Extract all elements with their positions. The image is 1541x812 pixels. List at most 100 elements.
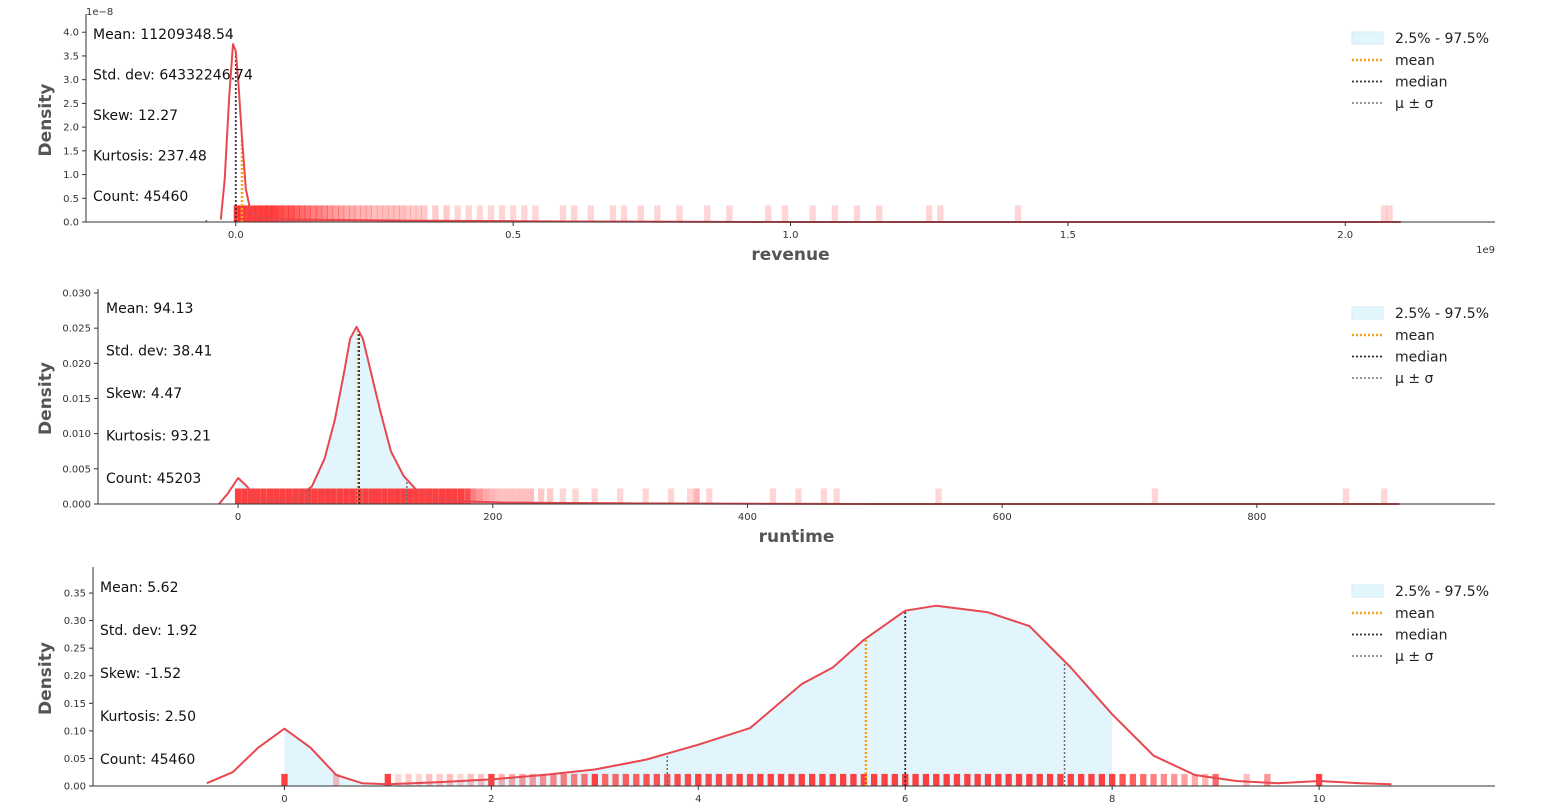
rug-mark [349,205,356,222]
rug-mark [612,773,619,786]
rug-mark [1057,773,1064,786]
legend: 2.5% - 97.5% mean median μ ± σ [1351,584,1489,665]
rug-mark [572,488,579,504]
rug-mark [705,773,712,786]
rug-mark [767,773,774,786]
rug-mark [912,773,919,786]
rug-mark [1151,488,1159,504]
x-tick-label: 2 [488,794,494,805]
rug-mark [432,488,439,504]
rug-mark [769,488,777,504]
rug-mark [330,488,337,504]
rug-mark [620,205,628,222]
x-tick-label: 800 [1247,512,1266,523]
rug-mark [687,488,694,504]
stat-skew: Skew: 12.27 [93,108,178,124]
rug-mark [653,773,660,786]
rug-mark [539,773,547,786]
stat-kurtosis: Kurtosis: 2.50 [100,709,196,725]
rug-mark [726,773,733,786]
rug-mark [436,773,443,786]
x-tick-label: 10 [1313,794,1326,805]
rug-mark [381,488,388,504]
rug-mark [637,205,644,222]
rug-mark [384,773,391,786]
rug-mark [684,773,692,786]
rug-mark [333,773,340,786]
rug-mark [465,205,472,222]
rug-mark [354,205,361,222]
rug-mark [622,773,629,786]
rug-mark [355,488,363,504]
rug-mark [831,205,838,222]
rug-mark [375,488,382,504]
rug-mark [279,488,286,504]
rug-mark [382,205,389,222]
rug-mark [443,205,450,222]
rug-mark [871,773,878,786]
rug-mark [581,773,588,786]
stat-kurtosis: Kurtosis: 237.48 [93,149,207,165]
rug-mark [809,773,816,786]
y-tick-label: 0.0 [63,218,79,229]
x-tick-label: 400 [738,512,757,523]
x-tick-label: 0.5 [505,230,521,241]
rug-mark [809,205,816,222]
rug-mark [254,488,261,504]
rug-mark [260,205,267,222]
rug-mark [587,205,594,222]
rug-mark [311,488,318,504]
rug-mark [406,488,414,504]
y-tick-label: 2.5 [63,99,79,110]
rug-mark [393,205,400,222]
rug-mark [265,205,273,222]
legend-sigma-label: μ ± σ [1395,96,1434,112]
rug-group [234,488,1388,504]
legend-ci-swatch [1351,584,1384,598]
rug-mark [457,488,465,504]
rug-mark [487,205,495,222]
y-tick-label: 0.05 [64,754,86,765]
rug-mark [464,488,471,504]
rug-mark [736,773,743,786]
rug-mark [489,488,496,504]
stat-count: Count: 45203 [106,471,201,487]
rug-mark [559,488,566,504]
rug-mark [260,488,267,504]
rug-mark [338,205,345,222]
rug-mark [451,488,458,504]
rug-mark [446,773,454,786]
rug-mark [984,773,992,786]
rug-mark [266,488,274,504]
x-axis-title: revenue [751,245,829,265]
rug-mark [298,488,305,504]
rug-mark [438,488,445,504]
rug-mark [935,488,942,504]
rug-mark [1191,773,1199,786]
rug-mark [371,205,378,222]
rug-mark [476,488,484,504]
x-tick-label: 4 [695,794,701,805]
rug-mark [715,773,723,786]
legend-ci-label: 2.5% - 97.5% [1395,584,1489,600]
rug-mark [394,488,401,504]
ci-band [238,326,472,504]
x-tick-label: 2.0 [1337,230,1353,241]
rug-mark [304,205,311,222]
legend-sigma-label: μ ± σ [1395,649,1434,665]
y-tick-label: 0.000 [62,500,91,511]
rug-mark [1078,773,1085,786]
rug-mark [695,773,702,786]
rug-mark [336,488,344,504]
legend-ci-swatch [1351,31,1384,45]
rug-mark [850,773,857,786]
density-panel-3: 0.00 0.05 0.10 0.15 0.20 0.25 0.30 0.35 0 2 4 6 8 10 D… [36,567,1495,805]
rug-mark [926,205,933,222]
rug-mark [757,773,764,786]
rug-mark [496,488,503,504]
rug-mark [1014,205,1022,222]
x-tick-label: 1.0 [783,230,799,241]
rug-mark [1380,205,1388,222]
rug-mark [891,773,898,786]
x-tick-label: 1.5 [1060,230,1076,241]
